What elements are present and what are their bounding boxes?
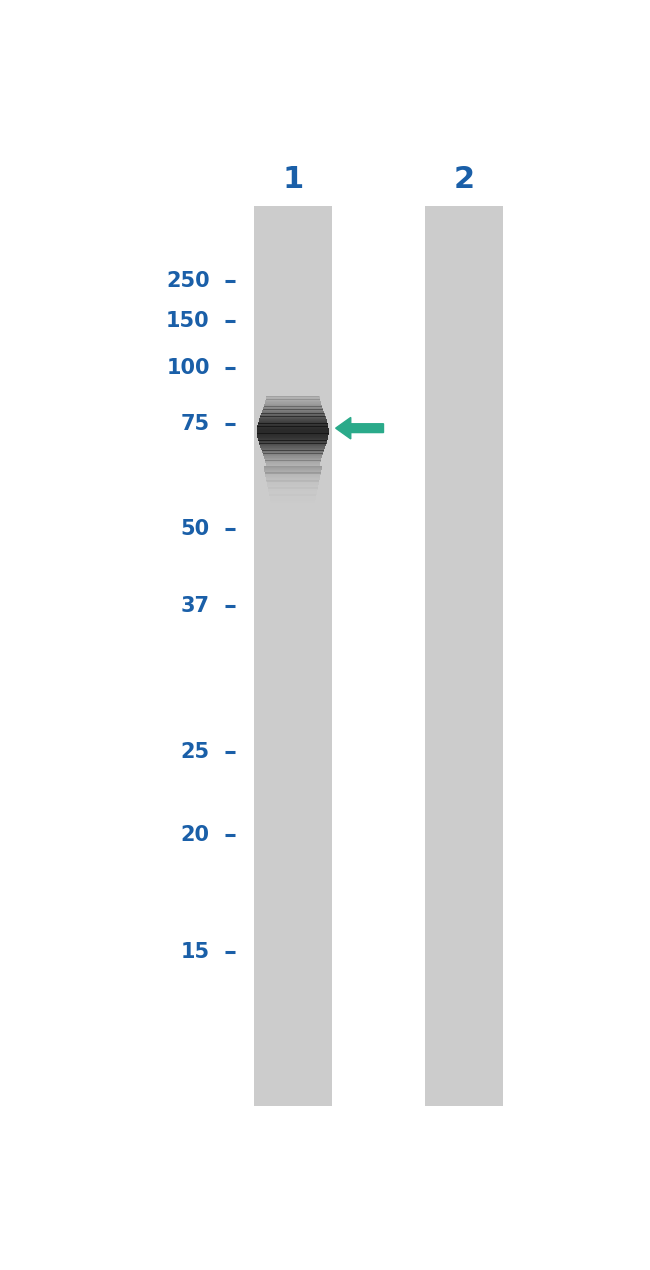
Text: 100: 100 xyxy=(166,358,210,377)
Bar xyxy=(254,206,332,1106)
Text: 150: 150 xyxy=(166,311,210,330)
Text: 75: 75 xyxy=(181,414,210,434)
Text: 15: 15 xyxy=(181,942,210,963)
Text: 250: 250 xyxy=(166,272,210,292)
Text: 1: 1 xyxy=(282,165,304,194)
Text: 20: 20 xyxy=(181,826,210,845)
Text: 2: 2 xyxy=(454,165,474,194)
Text: 25: 25 xyxy=(181,742,210,762)
Text: 37: 37 xyxy=(181,596,210,616)
Bar xyxy=(425,206,503,1106)
FancyArrow shape xyxy=(335,418,384,439)
Text: 50: 50 xyxy=(181,519,210,538)
